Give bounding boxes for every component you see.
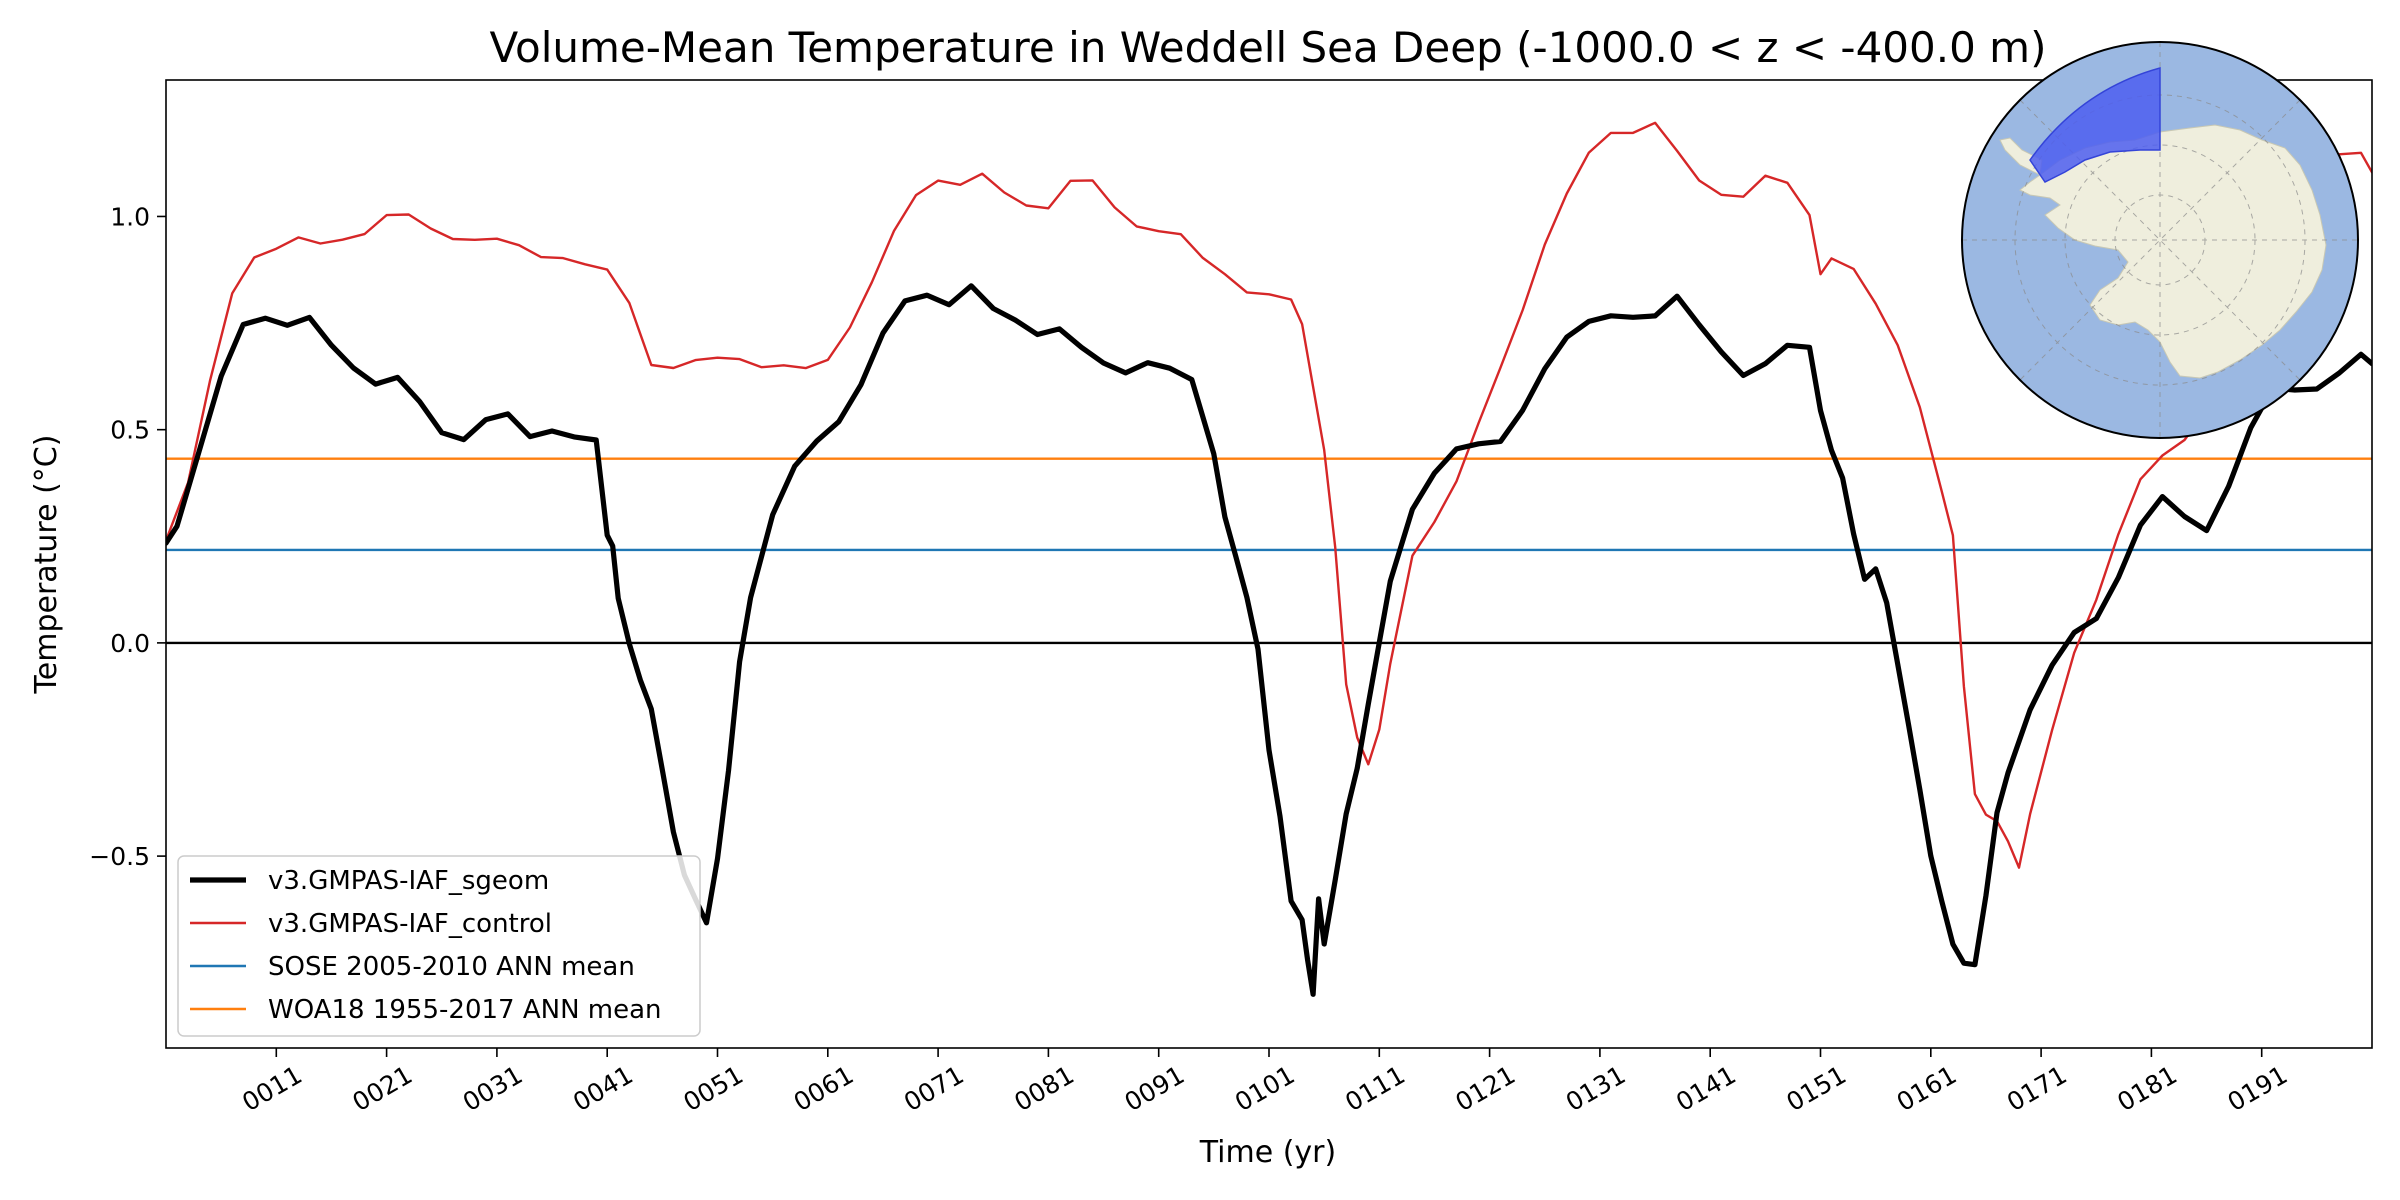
x-tick-label: 0101	[1230, 1060, 1300, 1117]
weddell-sea-region	[2029, 67, 2161, 183]
x-axis: 0011 0021 0031 0041 0051 0061 0071 0081 0091 0101…	[237, 1048, 2292, 1117]
x-tick-label: 0171	[2002, 1060, 2072, 1117]
chart-title: Volume-Mean Temperature in Weddell Sea D…	[490, 23, 2047, 72]
x-tick-label: 0021	[348, 1060, 418, 1117]
y-tick-label: 0.5	[110, 416, 150, 445]
x-tick-label: 0141	[1671, 1060, 1741, 1117]
y-tick-label: 1.0	[110, 202, 150, 231]
x-tick-label: 0161	[1892, 1060, 1962, 1117]
x-tick-label: 0061	[789, 1060, 859, 1117]
series-line-sgeom	[166, 283, 2372, 997]
x-tick-label: 0051	[678, 1060, 748, 1117]
reference-lines	[166, 457, 2372, 645]
x-tick-label: 0131	[1561, 1060, 1631, 1117]
legend-label: WOA18 1955-2017 ANN mean	[268, 995, 662, 1025]
y-axis: −0.5 0.0 0.5 1.0	[89, 202, 166, 871]
y-axis-title: Temperature (°C)	[29, 435, 64, 695]
x-tick-label: 0011	[237, 1060, 307, 1117]
legend-label: v3.GMPAS-IAF_control	[268, 909, 552, 939]
x-tick-label: 0091	[1120, 1060, 1190, 1117]
inset-border	[1961, 41, 2359, 439]
x-tick-label: 0121	[1451, 1060, 1521, 1117]
legend-box	[177, 855, 701, 1037]
x-tick-label: 0191	[2223, 1060, 2293, 1117]
x-tick-label: 0081	[1009, 1060, 1079, 1117]
x-tick-label: 0041	[568, 1060, 638, 1117]
series-line-control	[166, 121, 2372, 869]
x-tick-label: 0151	[1781, 1060, 1851, 1117]
series-layer	[166, 121, 2372, 997]
y-tick-label: 0.0	[110, 629, 150, 658]
x-axis-title: Time (yr)	[1199, 1135, 1336, 1170]
x-tick-label: 0111	[1340, 1060, 1410, 1117]
legend-label: v3.GMPAS-IAF_sgeom	[268, 866, 549, 896]
x-tick-label: 0071	[899, 1060, 969, 1117]
legend: v3.GMPAS-IAF_sgeom v3.GMPAS-IAF_control SO…	[177, 855, 701, 1037]
antarctica-landmass	[2019, 124, 2327, 379]
inset-map	[1961, 41, 2359, 439]
x-tick-label: 0031	[458, 1060, 528, 1117]
y-tick-label: −0.5	[89, 842, 150, 871]
legend-label: SOSE 2005-2010 ANN mean	[268, 952, 635, 982]
x-tick-label: 0181	[2112, 1060, 2182, 1117]
